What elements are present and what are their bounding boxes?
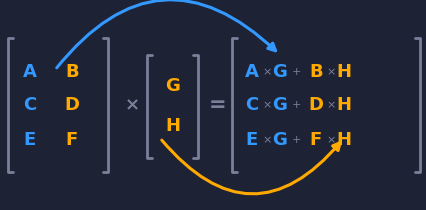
Text: B: B (308, 63, 322, 81)
Text: F: F (66, 131, 78, 149)
Text: F: F (309, 131, 321, 149)
Text: +: + (291, 100, 300, 110)
Text: ×: × (262, 100, 271, 110)
Text: D: D (308, 96, 323, 114)
Text: +: + (291, 135, 300, 145)
Text: ×: × (262, 67, 271, 77)
Text: ×: × (325, 100, 335, 110)
FancyArrowPatch shape (161, 140, 339, 194)
Text: G: G (272, 131, 287, 149)
Text: +: + (291, 67, 300, 77)
Text: C: C (245, 96, 258, 114)
Text: G: G (272, 96, 287, 114)
Text: ×: × (325, 135, 335, 145)
Text: ×: × (124, 96, 139, 114)
Text: ×: × (325, 67, 335, 77)
Text: C: C (23, 96, 37, 114)
Text: E: E (245, 131, 258, 149)
Text: D: D (64, 96, 79, 114)
Text: A: A (23, 63, 37, 81)
Text: H: H (165, 117, 180, 135)
Text: E: E (24, 131, 36, 149)
Text: H: H (336, 131, 351, 149)
Text: H: H (336, 96, 351, 114)
Text: ×: × (262, 135, 271, 145)
Text: G: G (272, 63, 287, 81)
Text: =: = (209, 95, 226, 115)
Text: A: A (245, 63, 258, 81)
FancyArrowPatch shape (57, 0, 275, 68)
Text: G: G (165, 77, 180, 95)
Text: H: H (336, 63, 351, 81)
Text: B: B (65, 63, 79, 81)
